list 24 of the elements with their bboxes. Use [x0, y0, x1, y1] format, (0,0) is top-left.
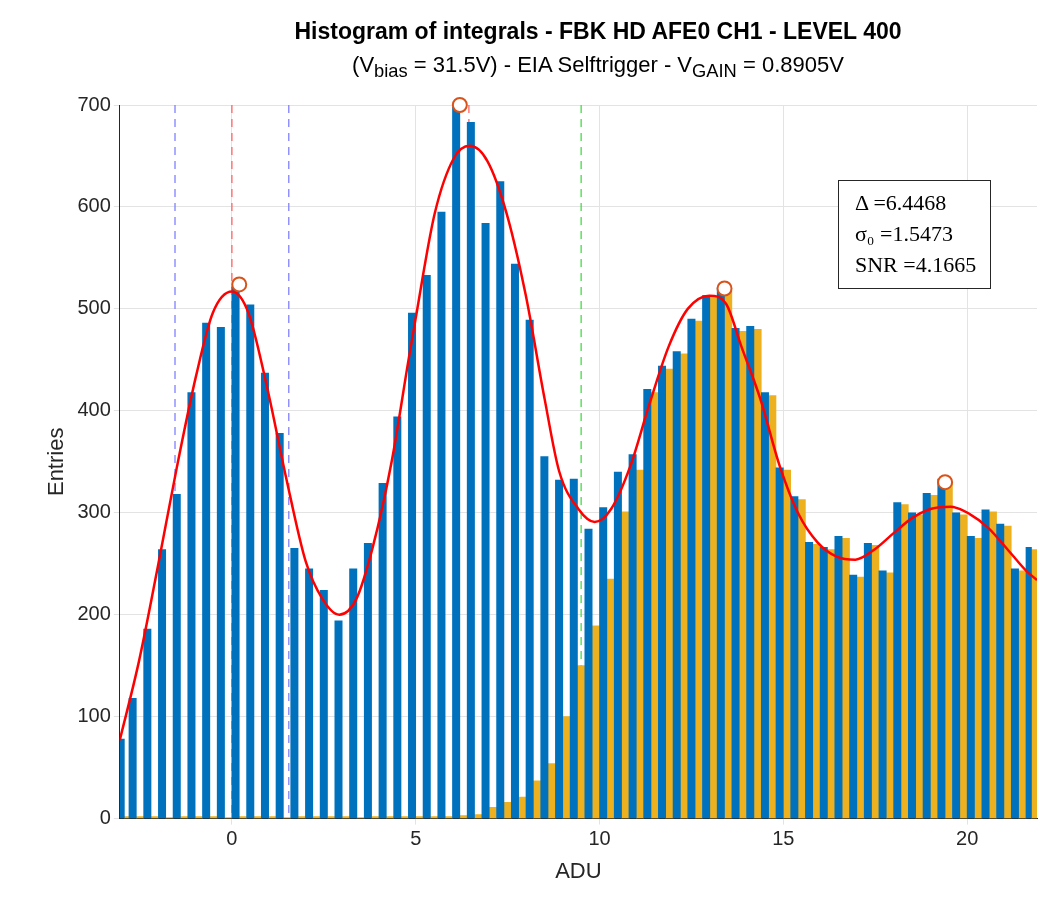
y-axis-title: Entries [43, 427, 69, 497]
y-tick-label: 700 [77, 92, 111, 115]
x-tick-label: 10 [588, 827, 611, 850]
x-tick-label: 20 [956, 827, 979, 850]
y-tick-label: 500 [77, 296, 111, 319]
x-axis-title: ADU [555, 857, 602, 883]
annotation: SNR =4.1665 [855, 251, 977, 279]
point [716, 280, 733, 297]
y-tick-label: 200 [77, 602, 111, 625]
annotation: σ₀ =1.5473 [855, 220, 954, 248]
y-tick-label: 100 [77, 704, 111, 727]
x-tick-label: 5 [410, 827, 422, 850]
point [937, 474, 954, 491]
point [231, 276, 248, 293]
chart-subtitle: (V$_{bias}$ = 31.5V) - EIA Selftrigger - V$_{GAIN}$ = 0.8905V [351, 52, 845, 83]
y-tick-label: 400 [77, 398, 111, 421]
point [451, 97, 468, 113]
y-tick-label: 300 [77, 500, 111, 523]
chart-title: Histogram of integrals - FBK HD AFE0 CH1 - LEVEL 400 [293, 18, 903, 45]
annotation: Δ =6.4468 [855, 189, 948, 217]
x-tick-label: 15 [772, 827, 795, 850]
x-tick-label: 0 [226, 827, 238, 850]
y-tick-label: 0 [99, 806, 111, 829]
y-tick-label: 600 [77, 194, 111, 217]
